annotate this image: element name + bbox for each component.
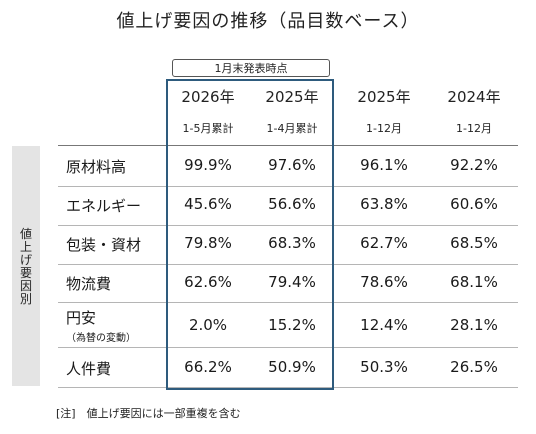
table-cell: 50.9% (268, 358, 316, 376)
column-period-2025-partial: 1-4月累計 (266, 122, 318, 135)
table-cell: 15.2% (268, 316, 316, 334)
table-cell: 97.6% (268, 156, 316, 174)
row-label-main: 円安 (66, 309, 97, 327)
row-divider (58, 264, 518, 265)
side-label-char: 別 (19, 292, 32, 306)
table-cell: 62.7% (360, 234, 408, 252)
table-top-rule (58, 145, 518, 146)
as-of-highlight-box (166, 79, 334, 390)
row-divider (58, 302, 518, 303)
table-cell: 79.4% (268, 273, 316, 291)
as-of-label: 1月末発表時点 (172, 59, 330, 77)
row-label-packaging: 包装・資材 (66, 236, 142, 254)
side-label-char: げ (19, 253, 32, 267)
table-cell: 56.6% (268, 195, 316, 213)
table-cell: 60.6% (450, 195, 498, 213)
column-period-2026: 1-5月累計 (182, 122, 234, 135)
column-year-2025-full: 2025年 (357, 88, 411, 106)
row-label-logistics: 物流費 (66, 275, 112, 293)
side-label-char: 因 (19, 279, 32, 293)
table-cell: 68.5% (450, 234, 498, 252)
column-year-2024: 2024年 (447, 88, 501, 106)
table-cell: 92.2% (450, 156, 498, 174)
table-cell: 68.1% (450, 273, 498, 291)
side-label-char: 要 (19, 266, 32, 280)
table-cell: 45.6% (184, 195, 232, 213)
table-cell: 68.3% (268, 234, 316, 252)
table-cell: 62.6% (184, 273, 232, 291)
table-cell: 50.3% (360, 358, 408, 376)
row-label-raw-materials: 原材料高 (66, 158, 127, 176)
side-label-char: 値 (19, 227, 32, 241)
row-label-energy: エネルギー (66, 197, 142, 215)
side-category-label: 値 上 げ 要 因 別 (12, 146, 40, 386)
column-period-2024: 1-12月 (456, 122, 492, 135)
page-title: 値上げ要因の推移（品目数ベース） (116, 11, 420, 32)
table-cell: 12.4% (360, 316, 408, 334)
table-bottom-rule (58, 387, 518, 388)
column-period-2025-full: 1-12月 (366, 122, 402, 135)
table-cell: 2.0% (188, 316, 228, 334)
table-cell: 66.2% (184, 358, 232, 376)
column-year-2026: 2026年 (181, 88, 235, 106)
row-divider (58, 225, 518, 226)
row-label-weak-yen: 円安 （為替の変動） (66, 307, 176, 344)
row-divider (58, 186, 518, 187)
side-label-text: 値 上 げ 要 因 別 (12, 228, 40, 306)
table-cell: 79.8% (184, 234, 232, 252)
footnote: [注] 値上げ要因には一部重複を含む (56, 407, 241, 420)
table-cell: 26.5% (450, 358, 498, 376)
side-label-char: 上 (19, 240, 32, 254)
row-divider (58, 347, 518, 348)
table-cell: 63.8% (360, 195, 408, 213)
row-label-labor: 人件費 (66, 360, 112, 378)
column-year-2025-partial: 2025年 (265, 88, 319, 106)
row-label-sub: （為替の変動） (66, 333, 136, 344)
table-cell: 99.9% (184, 156, 232, 174)
table-cell: 78.6% (360, 273, 408, 291)
table-cell: 96.1% (360, 156, 408, 174)
table-cell: 28.1% (450, 316, 498, 334)
